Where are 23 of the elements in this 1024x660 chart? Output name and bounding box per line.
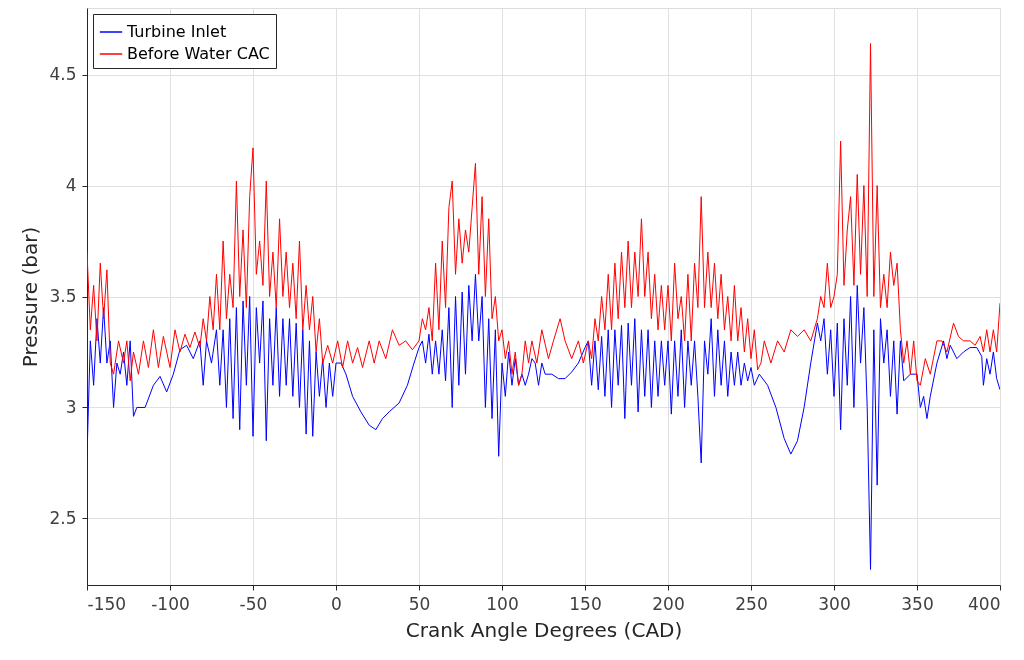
y-tick-label: 4.5 xyxy=(49,64,77,85)
legend-label: Before Water CAC xyxy=(127,44,270,63)
y-tick-label: 2.5 xyxy=(49,507,77,528)
x-tick-label: 150 xyxy=(569,593,602,614)
y-axis-title: Pressure (bar) xyxy=(18,226,43,368)
x-tick-label: -150 xyxy=(87,593,127,614)
x-tick-label: 200 xyxy=(652,593,685,614)
x-tick-label: 50 xyxy=(408,593,431,614)
x-tick-label: 400 xyxy=(968,593,1001,614)
x-tick-label: -100 xyxy=(151,593,190,614)
line-series xyxy=(87,43,1000,386)
x-tick-label: -50 xyxy=(239,593,268,614)
legend-label: Turbine Inlet xyxy=(126,22,227,41)
line-series xyxy=(87,273,1000,570)
x-tick-label: 250 xyxy=(735,593,768,614)
x-tick-label: 300 xyxy=(818,593,851,614)
y-tick-label: 4 xyxy=(65,175,77,196)
x-tick-label: 350 xyxy=(901,593,934,614)
y-tick-label: 3.5 xyxy=(49,286,77,306)
x-axis-title: Crank Angle Degrees (CAD) xyxy=(405,617,683,642)
x-tick-label: 0 xyxy=(331,593,342,614)
y-tick-label: 3 xyxy=(65,396,77,417)
x-tick-label: 100 xyxy=(486,593,519,614)
